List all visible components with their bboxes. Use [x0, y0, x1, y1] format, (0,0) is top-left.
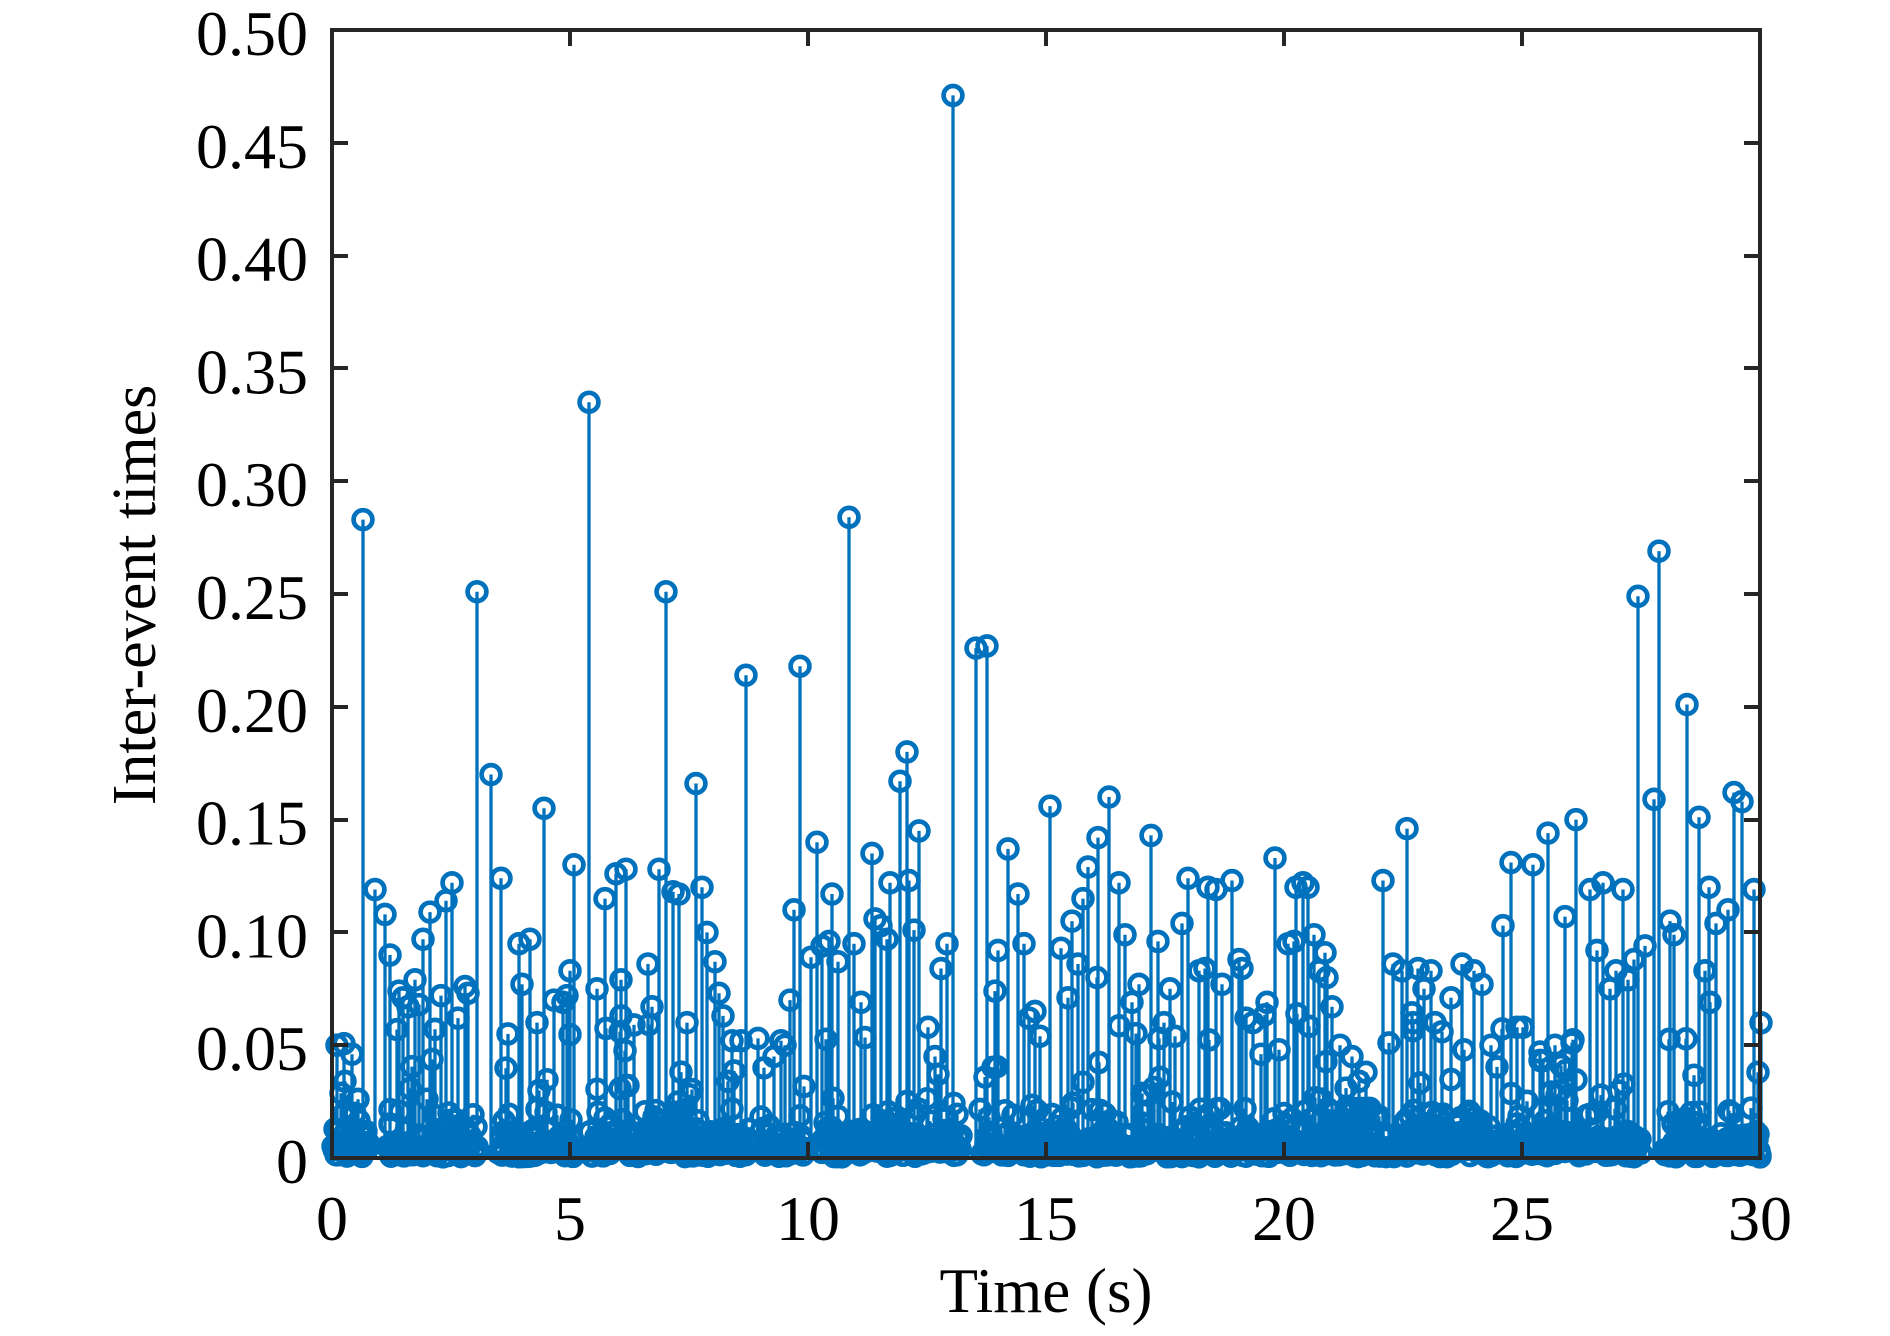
svg-text:0.35: 0.35: [196, 336, 308, 407]
svg-text:Time (s): Time (s): [940, 1256, 1153, 1326]
svg-text:0.50: 0.50: [196, 0, 308, 69]
svg-text:0.30: 0.30: [196, 449, 308, 520]
svg-text:20: 20: [1252, 1183, 1316, 1254]
svg-text:0.05: 0.05: [196, 1013, 308, 1084]
svg-text:0.25: 0.25: [196, 562, 308, 633]
svg-text:0.15: 0.15: [196, 788, 308, 859]
svg-text:0.20: 0.20: [196, 675, 308, 746]
svg-text:25: 25: [1490, 1183, 1554, 1254]
svg-text:0.10: 0.10: [196, 900, 308, 971]
svg-text:0.40: 0.40: [196, 224, 308, 295]
svg-text:10: 10: [776, 1183, 840, 1254]
svg-text:15: 15: [1014, 1183, 1078, 1254]
svg-text:Inter-event times: Inter-event times: [101, 385, 169, 806]
svg-text:0.45: 0.45: [196, 111, 308, 182]
svg-text:5: 5: [554, 1183, 586, 1254]
svg-text:0: 0: [276, 1126, 308, 1197]
svg-text:30: 30: [1728, 1183, 1792, 1254]
svg-text:0: 0: [316, 1183, 348, 1254]
